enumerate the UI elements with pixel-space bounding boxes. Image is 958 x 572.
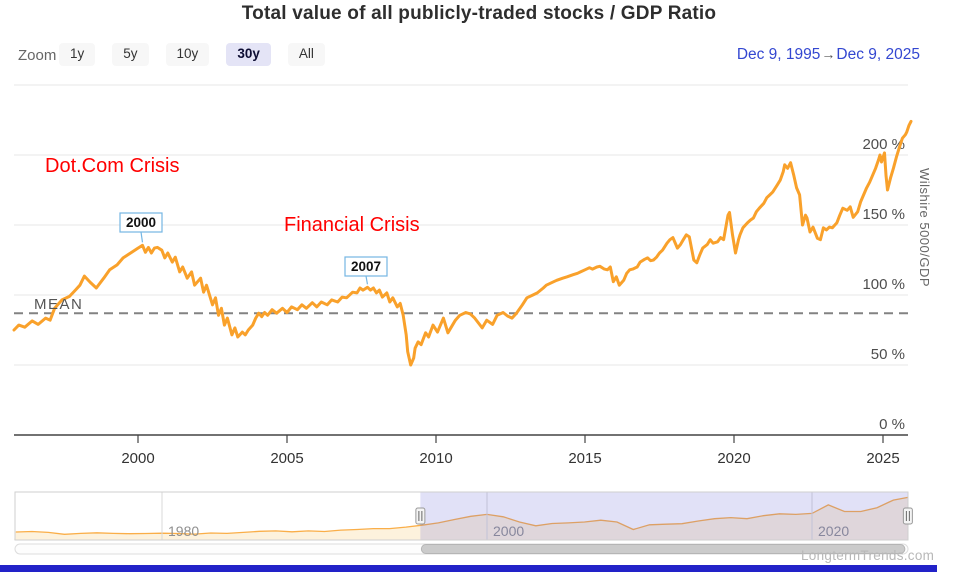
annotation-financial-crisis: Financial Crisis xyxy=(284,214,420,236)
date-range-from[interactable]: Dec 9, 1995 xyxy=(736,46,821,63)
navigator-selected-range[interactable] xyxy=(420,492,908,540)
x-axis-tick-label: 2025 xyxy=(866,450,899,467)
x-axis-tick-label: 2010 xyxy=(419,450,452,467)
scrollbar-thumb[interactable] xyxy=(420,544,906,554)
callout-connector xyxy=(140,231,144,243)
navigator-handle-left[interactable] xyxy=(415,507,426,525)
navigator-line xyxy=(15,496,909,535)
y-axis-title: Wilshire 5000/GDP xyxy=(917,168,932,288)
navigator-handle-right[interactable] xyxy=(902,507,913,525)
callout-label: 2000 xyxy=(126,215,156,230)
range-button-5y[interactable]: 5y xyxy=(112,43,149,66)
y-axis-tick-label: 50 % xyxy=(871,346,905,363)
y-axis-tick-label: 0 % xyxy=(879,416,905,433)
x-axis-tick-label: 2020 xyxy=(717,450,750,467)
zoom-label: Zoom xyxy=(18,47,57,64)
callout-box[interactable] xyxy=(344,256,388,277)
range-selector: 1y 5y 10y 30y All xyxy=(59,43,325,66)
range-button-10y[interactable]: 10y xyxy=(165,43,210,66)
navigator-year-label: 2020 xyxy=(818,523,849,539)
date-range-to[interactable]: Dec 9, 2025 xyxy=(836,46,920,63)
date-range: Dec 9, 1995→Dec 9, 2025 xyxy=(737,46,920,64)
navigator-year-label: 2000 xyxy=(493,523,524,539)
x-axis-tick-label: 2000 xyxy=(121,450,154,467)
bottom-blue-bar xyxy=(0,565,937,572)
callout-connector xyxy=(365,275,369,285)
y-axis-tick-label: 200 % xyxy=(862,136,905,153)
annotation-dotcom-crisis: Dot.Com Crisis xyxy=(45,155,180,177)
callout-box[interactable] xyxy=(119,212,163,233)
x-axis-tick-label: 2015 xyxy=(568,450,601,467)
y-axis-tick-label: 100 % xyxy=(862,276,905,293)
range-button-30y[interactable]: 30y xyxy=(226,43,271,66)
page-title: Total value of all publicly-traded stock… xyxy=(241,3,717,24)
x-axis-tick-label: 2005 xyxy=(270,450,303,467)
range-button-1y[interactable]: 1y xyxy=(59,43,96,66)
y-axis-tick-label: 150 % xyxy=(862,206,905,223)
range-button-all[interactable]: All xyxy=(287,43,325,66)
date-range-arrow-icon: → xyxy=(821,46,836,62)
watermark: LongtermTrends.com xyxy=(801,548,935,563)
mean-label: MEAN xyxy=(34,296,84,313)
callout-label: 2007 xyxy=(351,259,381,274)
series-line xyxy=(12,119,913,367)
navigator-year-label: 1980 xyxy=(168,523,199,539)
